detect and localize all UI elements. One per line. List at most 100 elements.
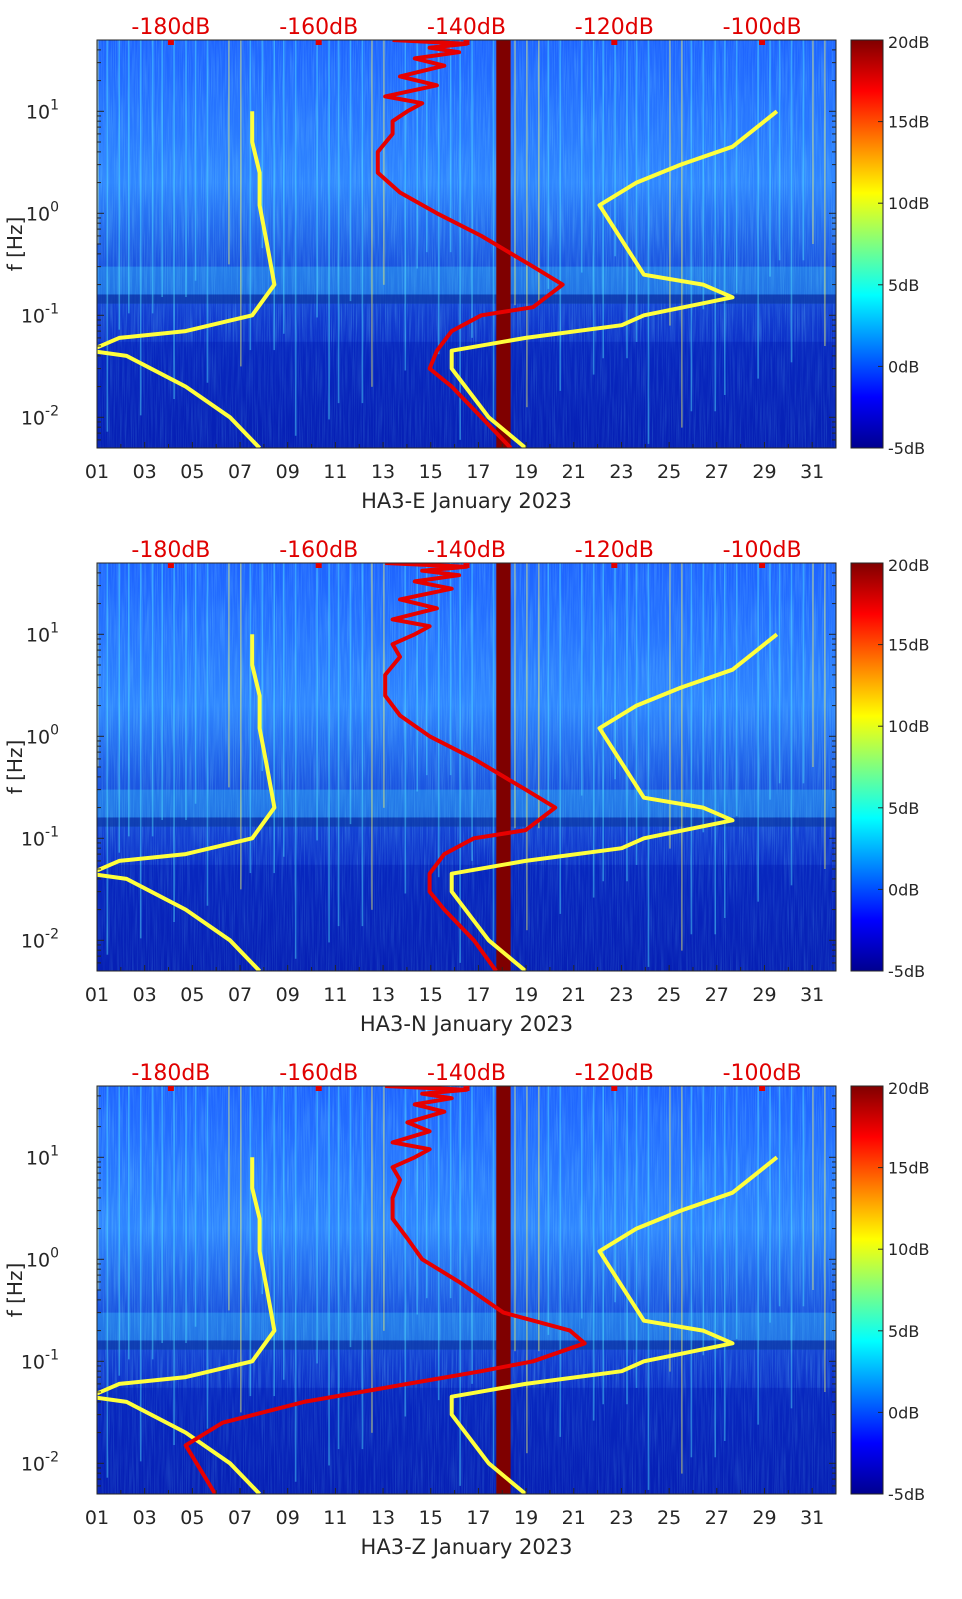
spectrogram-streak [635,1086,638,1388]
top-axis-label: -180dB [131,15,210,40]
spectrogram-streak [580,40,583,273]
spectrogram-streak [471,40,473,338]
spectrogram-streak [769,1086,771,1323]
spectrogram-streak [349,563,352,825]
y-tick-exponent: -1 [45,824,59,840]
spectrogram-streak [702,563,705,833]
x-tick-label: 31 [800,461,824,483]
x-tick-label: 15 [419,1507,443,1529]
y-axis-label: f [Hz] [3,217,27,272]
spectrogram-streak [602,40,604,359]
top-axis-label: -180dB [131,538,210,563]
spectrogram [97,1086,836,1494]
spectrogram-streak [206,1086,209,1429]
colorbar-tick-label: 10dB [888,1240,930,1259]
spectrogram-streak [538,563,540,829]
spectrogram-streak [723,40,726,395]
x-tick-label: 03 [133,1507,157,1529]
spectrogram-streak [592,1086,595,1421]
spectrogram-streak [328,1086,330,1466]
data-gap-band [496,1086,511,1494]
low-freq-region [97,1387,836,1494]
x-tick-label: 01 [85,1507,109,1529]
noise-model-low-curve [97,634,277,971]
y-tick-exponent: 0 [50,199,59,215]
spectrogram-streak [316,563,318,841]
top-axis-tick [167,563,174,568]
x-tick-label: 27 [705,1507,729,1529]
colorbar-tick-label: 5dB [888,799,919,818]
median-psd-curve [375,40,565,448]
top-axis-tick [759,563,766,568]
spectrogram-streak [690,40,693,412]
y-tick-exponent: -2 [45,926,59,942]
spectrogram-streak [471,1086,473,1384]
top-axis-tick [167,1086,174,1091]
spectrogram-streak [635,40,638,342]
spectrogram-streak [514,40,516,306]
spectrogram-streak [723,1086,726,1441]
spectrogram-streak [790,40,793,363]
top-axis-tick [315,1086,322,1091]
spectrogram-streak [328,40,330,420]
spectrogram-streak [702,40,705,310]
spectrogram-streak [416,1086,419,1315]
spectrogram-streak [173,1086,175,1446]
spectrogram-streak [669,1086,671,1372]
spectrogram-streak [824,563,826,869]
x-tick-label: 23 [609,984,633,1006]
spectrogram-streak [228,1086,230,1311]
spectrogram-streak [769,40,771,277]
spectrogram-streak [437,1086,440,1401]
spectrogram-streak [249,1086,252,1397]
spectrogram-streak [228,40,230,265]
top-axis-tick [315,563,322,568]
spectrogram-streak [118,563,121,853]
spectrogram-streak [228,563,230,788]
top-axis-tick [315,40,322,45]
top-axis-label: -140dB [427,538,506,563]
x-tick-label: 09 [276,461,300,483]
spectrogram-streak [614,40,616,257]
spectrogram-streak [757,563,759,902]
noise-model-high-curve [449,109,779,448]
spectrogram-streak [669,563,671,849]
top-axis-label: -100dB [723,15,802,40]
colorbar-tick-label: 15dB [888,1159,930,1178]
spectrogram-streak [681,40,683,428]
spectrogram-streak [526,563,528,931]
x-tick-label: 25 [657,461,681,483]
y-tick-label: 101 [26,620,59,646]
spectrogram-streak [492,1086,495,1470]
spectrogram-streak [371,1086,373,1433]
x-tick-label: 17 [466,984,490,1006]
spectrogram-streak [626,563,628,882]
spectrogram-streak [538,1086,540,1352]
x-tick-label: 29 [752,984,776,1006]
y-tick-label: 100 [26,1245,59,1271]
spectrogram-streak [778,40,781,261]
colorbar-tick-label: 0dB [888,1403,919,1422]
panel-ha3-e: 01 03 05 07 09 11 13 15 17 19 21 23 25 27 29 3110-210-1… [3,15,930,513]
x-tick-label: 25 [657,1507,681,1529]
spectrogram-streak [282,563,285,857]
spectrogram-streak [526,1086,528,1454]
spectrogram-streak [514,1086,516,1352]
spectrogram-streak [139,1086,142,1462]
colorbar-tick-label: 20dB [888,1079,930,1098]
colorbar-tick-label: 0dB [888,880,919,899]
top-axis-tick [759,40,766,45]
spectrogram-streak [118,40,121,330]
noise-model-high-curve [449,632,779,971]
x-axis-label: HA3-E January 2023 [361,489,572,513]
x-tick-label: 27 [705,984,729,1006]
spectrogram-streak [690,1086,693,1458]
y-axis-label: f [Hz] [3,740,27,795]
x-tick-label: 21 [562,984,586,1006]
spectrogram-streak [437,563,440,878]
x-tick-label: 15 [419,461,443,483]
spectrogram-streak [559,1086,562,1437]
spectrogram-streak [735,40,738,293]
spectrogram-streak [404,40,407,371]
